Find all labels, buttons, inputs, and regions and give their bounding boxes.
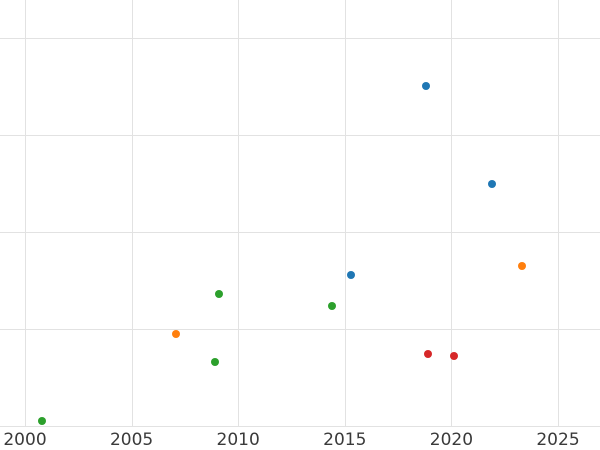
scatter-point-green <box>215 290 223 299</box>
gridline-vertical <box>558 0 559 426</box>
scatter-point-red <box>423 350 432 359</box>
gridline-vertical <box>451 0 453 426</box>
scatter-point-blue <box>487 180 496 189</box>
gridline-horizontal <box>0 232 600 233</box>
scatter-point-green <box>210 357 219 366</box>
scatter-point-red <box>449 352 458 361</box>
scatter-point-green <box>38 417 47 426</box>
plot-area <box>0 0 600 427</box>
scatter-point-green <box>328 301 336 310</box>
x-tick-label: 2015 <box>323 430 367 450</box>
x-tick-label: 2000 <box>3 430 47 450</box>
scatter-point-blue <box>421 81 430 90</box>
gridline-vertical <box>344 0 346 426</box>
x-tick-label: 2005 <box>109 430 154 450</box>
gridline-horizontal <box>0 329 600 330</box>
gridline-horizontal <box>0 38 600 39</box>
x-tick-label: 2010 <box>216 430 260 450</box>
gridline-vertical <box>238 0 240 426</box>
gridline-horizontal <box>0 426 600 427</box>
scatter-point-orange <box>172 329 181 338</box>
x-tick-label: 2025 <box>536 430 580 450</box>
x-tick-label: 2020 <box>429 430 474 450</box>
gridline-vertical <box>131 0 133 426</box>
scatter-point-blue <box>347 270 356 279</box>
x-axis: 2000 2005 2010 2015 2020 2025 <box>0 430 600 450</box>
gridline-vertical <box>25 0 26 426</box>
gridline-horizontal <box>0 135 600 136</box>
scatter-point-orange <box>517 261 526 270</box>
